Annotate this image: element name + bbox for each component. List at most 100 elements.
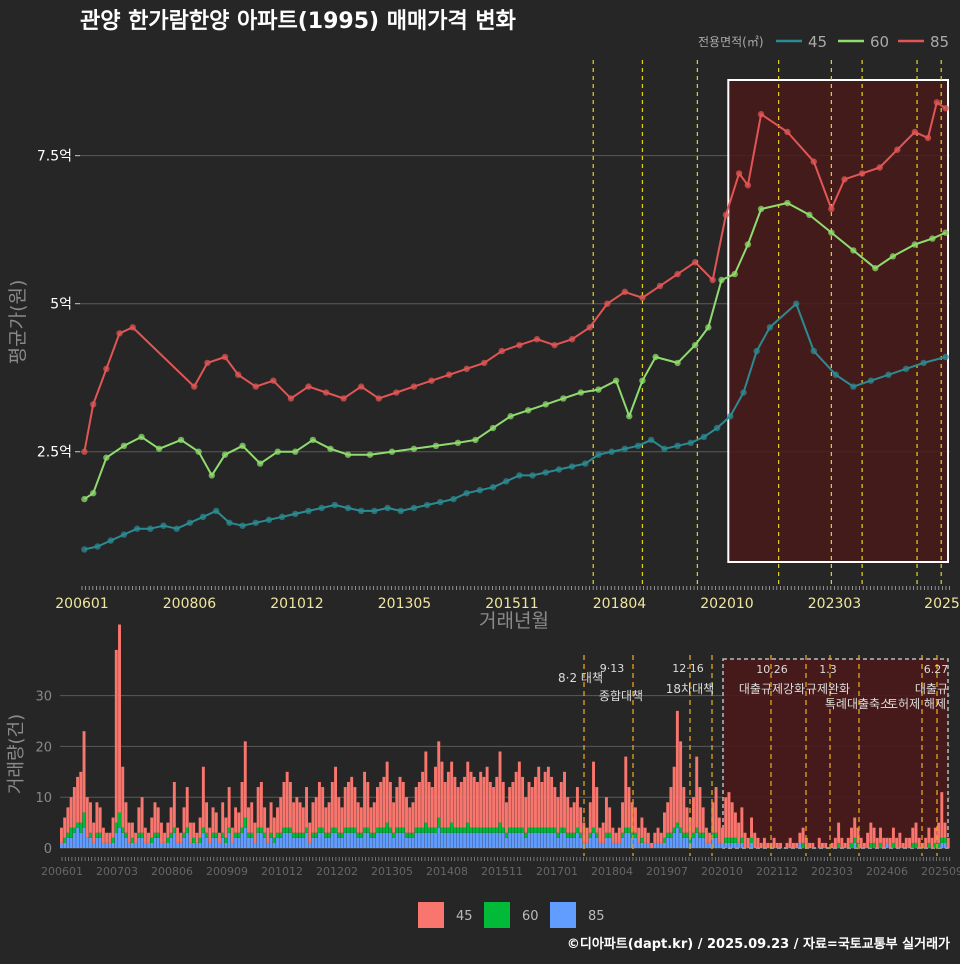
- bar-85: [366, 832, 370, 848]
- bar-45: [750, 817, 753, 838]
- bar-45: [517, 761, 521, 828]
- bar-85: [543, 832, 547, 848]
- data-point-85: [305, 383, 312, 390]
- data-point-60: [120, 442, 128, 450]
- bar-85: [211, 837, 215, 848]
- bar-60: [256, 827, 260, 833]
- data-point-85: [810, 158, 817, 165]
- bar-60: [485, 827, 489, 833]
- bar-45: [656, 827, 660, 843]
- top-x-ticks: 200601 200806 201012 201305 201511 201804 2020…: [55, 586, 960, 612]
- data-point-60: [731, 270, 738, 278]
- bar-85: [298, 837, 302, 848]
- top-y-tick-label: 7.5억: [37, 149, 72, 165]
- bar-45: [924, 837, 928, 848]
- data-point-60: [472, 436, 479, 444]
- data-point-85: [89, 401, 97, 408]
- bar-45: [159, 822, 163, 843]
- bar-45: [388, 781, 392, 828]
- bar-85: [721, 842, 724, 848]
- bar-60: [130, 837, 134, 843]
- bar-45: [901, 842, 905, 848]
- bar-45: [247, 807, 250, 833]
- bar-85: [704, 842, 708, 848]
- bar-85: [134, 842, 138, 848]
- bar-60: [579, 832, 583, 838]
- bar-45: [324, 807, 328, 833]
- bar-45: [695, 756, 699, 828]
- bar-85: [108, 842, 112, 848]
- bar-45: [179, 832, 183, 843]
- bottom-legend-label-85: 85: [588, 909, 605, 924]
- bar-45: [353, 787, 357, 828]
- bar-85: [324, 837, 328, 848]
- bar-60: [469, 827, 473, 833]
- data-point-85: [894, 146, 901, 153]
- annotation-text: 특례대출축소: [825, 697, 891, 711]
- bar-85: [501, 832, 505, 848]
- bar-60: [359, 832, 363, 838]
- data-point-85: [621, 288, 629, 296]
- bar-45: [608, 807, 612, 833]
- bar-85: [82, 827, 86, 848]
- data-point-85: [322, 389, 330, 396]
- bar-85: [659, 842, 663, 848]
- bar-45: [134, 832, 138, 843]
- bar-45: [121, 766, 125, 828]
- bar-45: [650, 842, 654, 848]
- bar-60: [427, 827, 431, 833]
- bar-45: [201, 766, 205, 828]
- bar-60: [356, 832, 360, 838]
- bar-45: [795, 842, 799, 848]
- bar-85: [546, 832, 550, 848]
- bar-60: [385, 822, 389, 833]
- bar-60: [492, 827, 496, 833]
- bar-60: [340, 832, 344, 838]
- bar-85: [321, 832, 325, 848]
- bar-85: [727, 842, 731, 848]
- data-point-45: [832, 371, 839, 378]
- data-point-85: [204, 359, 211, 367]
- bar-45: [624, 756, 628, 828]
- data-point-45: [766, 324, 774, 331]
- data-point-60: [911, 241, 919, 248]
- bar-60: [663, 837, 666, 843]
- data-point-45: [850, 383, 857, 390]
- data-point-60: [524, 407, 532, 414]
- data-point-45: [608, 448, 615, 455]
- bar-60: [608, 832, 612, 838]
- bar-60: [250, 832, 254, 838]
- bar-45: [98, 807, 102, 833]
- data-point-85: [911, 128, 919, 136]
- bar-60: [640, 837, 644, 843]
- bar-60: [701, 832, 705, 838]
- top-highlight-box: [727, 79, 950, 563]
- bar-60: [421, 827, 425, 833]
- bar-60: [466, 822, 470, 833]
- bar-60: [575, 827, 579, 833]
- bar-60: [408, 832, 412, 838]
- data-point-60: [138, 433, 145, 441]
- data-point-60: [292, 448, 299, 455]
- bar-85: [127, 842, 131, 848]
- bar-85: [424, 832, 428, 848]
- bottom-x-ticks: 200601 200703 200806 200909 201012 201202 2013…: [41, 857, 960, 878]
- bar-60: [430, 827, 434, 833]
- data-point-45: [740, 389, 747, 396]
- bar-45: [791, 842, 795, 848]
- data-point-85: [656, 282, 664, 290]
- bar-85: [669, 837, 673, 848]
- bar-85: [153, 837, 157, 848]
- bar-45: [908, 837, 912, 848]
- bar-45: [633, 807, 637, 833]
- bar-45: [495, 776, 499, 828]
- bar-45: [118, 624, 121, 813]
- bar-60: [414, 827, 418, 833]
- bar-60: [382, 827, 386, 833]
- bar-85: [234, 837, 238, 848]
- bar-45: [666, 802, 670, 833]
- data-point-45: [674, 442, 681, 450]
- bar-60: [227, 827, 231, 833]
